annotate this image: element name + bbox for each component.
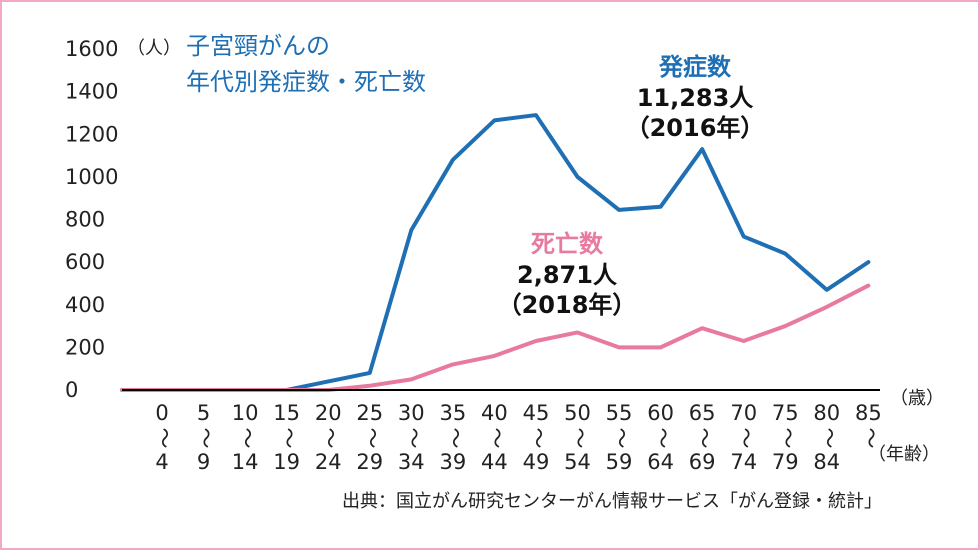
- x-tick-range-mark: 〜: [734, 428, 758, 449]
- x-tick-range-mark: 〜: [692, 428, 716, 449]
- incidence-label: 発症数: [658, 53, 732, 81]
- x-tick-range-mark: 〜: [817, 428, 841, 449]
- x-tick-end-label: 29: [356, 450, 383, 474]
- y-tick-label: 200: [65, 335, 105, 359]
- x-tick-range-mark: 〜: [235, 428, 259, 449]
- chart-title-line2: 年代別発症数・死亡数: [186, 68, 426, 96]
- deaths-line: [120, 283, 871, 392]
- x-tick-start-label: 80: [813, 401, 840, 425]
- x-tick-range-mark: 〜: [651, 428, 675, 449]
- y-axis-ticks: 1600 1400 1200 1000 800 600 400 200 0: [65, 37, 118, 402]
- chart-title-line1: 子宮頸がんの: [186, 32, 330, 60]
- x-tick-range-mark: 〜: [194, 428, 218, 449]
- y-tick-label: 800: [65, 208, 105, 232]
- y-tick-label: 400: [65, 293, 105, 317]
- x-tick-start-label: 50: [564, 401, 591, 425]
- x-tick-start-label: 40: [481, 401, 508, 425]
- y-tick-label: 1400: [65, 80, 118, 104]
- x-tick-range-mark: 〜: [526, 428, 550, 449]
- x-tick-end-label: 19: [273, 450, 300, 474]
- x-tick-end-label: 39: [439, 450, 466, 474]
- x-tick-range-mark: 〜: [152, 428, 176, 449]
- x-tick-range-mark: 〜: [318, 428, 342, 449]
- x-tick-end-label: 69: [689, 450, 716, 474]
- x-tick-range-mark: 〜: [401, 428, 425, 449]
- deaths-count: 2,871人: [517, 261, 617, 289]
- x-tick-end-label: 64: [647, 450, 674, 474]
- series-lines: [120, 113, 871, 392]
- deaths-label: 死亡数: [531, 230, 604, 258]
- x-tick-range-mark: 〜: [277, 428, 301, 449]
- incidence-line: [120, 113, 871, 392]
- incidence-year: （2016年）: [626, 114, 765, 142]
- x-tick-start-label: 15: [273, 401, 300, 425]
- y-tick-label: 1000: [65, 165, 118, 189]
- x-tick-start-label: 65: [689, 401, 716, 425]
- y-tick-label: 1200: [65, 122, 118, 146]
- x-tick-end-label: 54: [564, 450, 591, 474]
- x-tick-end-label: 59: [606, 450, 633, 474]
- x-tick-end-label: 74: [730, 450, 757, 474]
- x-tick-end-label: 49: [523, 450, 550, 474]
- x-tick-start-label: 60: [647, 401, 674, 425]
- x-tick-end-label: 14: [232, 450, 259, 474]
- x-tick-range-mark: 〜: [775, 428, 799, 449]
- deaths-year: （2018年）: [498, 291, 637, 319]
- x-axis-unit-age: （歳）: [890, 388, 944, 409]
- x-axis-unit-age-range: （年齢）: [868, 444, 940, 465]
- x-tick-start-label: 5: [197, 401, 210, 425]
- x-tick-end-label: 34: [398, 450, 425, 474]
- x-tick-end-label: 44: [481, 450, 508, 474]
- x-axis-ticks: 0〜45〜910〜1415〜1920〜2425〜2930〜3435〜3940〜4…: [152, 401, 882, 474]
- y-tick-label: 600: [65, 250, 105, 274]
- x-tick-end-label: 79: [772, 450, 799, 474]
- x-tick-start-label: 55: [606, 401, 633, 425]
- x-tick-start-label: 25: [356, 401, 383, 425]
- x-tick-start-label: 75: [772, 401, 799, 425]
- x-tick-range-mark: 〜: [443, 428, 467, 449]
- x-tick-start-label: 20: [315, 401, 342, 425]
- y-tick-label: 0: [65, 378, 78, 402]
- x-tick-end-label: 9: [197, 450, 210, 474]
- x-tick-start-label: 70: [730, 401, 757, 425]
- y-tick-label: 1600: [65, 37, 118, 61]
- x-tick-start-label: 35: [439, 401, 466, 425]
- x-tick-range-mark: 〜: [360, 428, 384, 449]
- x-tick-range-mark: 〜: [568, 428, 592, 449]
- y-axis-unit: （人）: [127, 38, 181, 59]
- source-note: 出典：国立がん研究センターがん情報サービス「がん登録・統計」: [342, 491, 882, 512]
- x-tick-range-mark: 〜: [858, 428, 882, 449]
- x-tick-start-label: 30: [398, 401, 425, 425]
- x-tick-end-label: 24: [315, 450, 342, 474]
- x-tick-end-label: 4: [155, 450, 168, 474]
- incidence-count: 11,283人: [637, 84, 754, 112]
- x-tick-start-label: 85: [855, 401, 882, 425]
- x-tick-start-label: 45: [523, 401, 550, 425]
- x-tick-range-mark: 〜: [484, 427, 508, 448]
- x-tick-start-label: 10: [232, 401, 259, 425]
- x-tick-range-mark: 〜: [609, 428, 633, 449]
- x-tick-start-label: 0: [155, 401, 168, 425]
- x-tick-end-label: 84: [813, 450, 840, 474]
